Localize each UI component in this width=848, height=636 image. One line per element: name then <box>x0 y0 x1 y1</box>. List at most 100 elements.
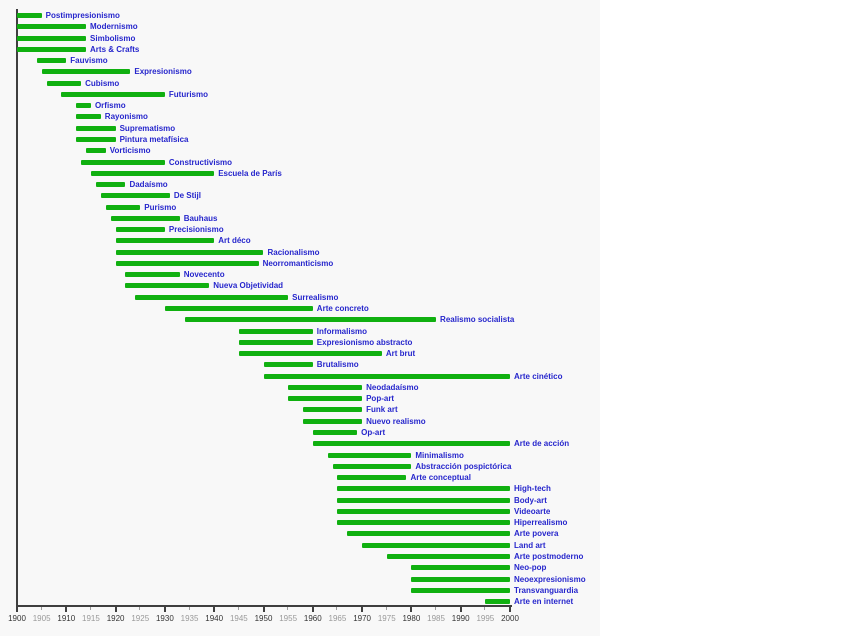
x-axis-tick <box>237 607 239 610</box>
movement-label[interactable]: Nueva Objetividad <box>213 281 284 291</box>
movement-label[interactable]: Bauhaus <box>183 213 218 223</box>
timeline-bar <box>302 407 363 413</box>
x-axis-tick <box>163 607 166 612</box>
movement-label[interactable]: Suprematismo <box>119 123 176 133</box>
movement-label[interactable]: Futurismo <box>168 89 208 99</box>
x-axis-tick-label: 1945 <box>229 614 248 623</box>
x-axis-tick-label: 1915 <box>82 614 100 623</box>
x-axis-tick <box>509 607 511 612</box>
x-axis-tick <box>114 607 117 612</box>
timeline-bar <box>76 136 116 142</box>
timeline-bar <box>46 80 82 86</box>
movement-label[interactable]: Purismo <box>144 202 177 212</box>
timeline-bar <box>312 441 510 447</box>
movement-label[interactable]: Informalismo <box>316 326 368 336</box>
timeline-bar <box>312 429 358 435</box>
movement-label[interactable]: Simbolismo <box>90 33 136 43</box>
timeline-bar <box>115 227 165 233</box>
movement-label[interactable]: Cubismo <box>85 78 120 88</box>
movement-label[interactable]: Precisionismo <box>168 225 224 235</box>
x-axis-tick-label: 1935 <box>180 614 199 623</box>
movement-label[interactable]: Realismo socialista <box>440 315 515 325</box>
movement-label[interactable]: Neodadaísmo <box>366 382 419 392</box>
timeline-bar <box>36 58 67 64</box>
x-axis-tick-label: 1985 <box>427 614 445 623</box>
movement-label[interactable]: Transvanguardia <box>514 585 579 595</box>
x-axis-tick-label: 1990 <box>451 614 470 623</box>
y-axis-line <box>16 9 18 607</box>
timeline-bar <box>386 553 510 559</box>
timeline-bar <box>17 35 87 41</box>
movement-label[interactable]: Dadaísmo <box>129 180 168 190</box>
timeline-bar <box>17 46 87 52</box>
movement-label[interactable]: Funk art <box>366 405 398 415</box>
movement-label[interactable]: Modernismo <box>90 22 138 32</box>
movement-label[interactable]: Op-art <box>361 427 386 437</box>
x-axis-tick <box>410 607 413 612</box>
movement-label[interactable]: Postimpresionismo <box>45 11 120 20</box>
movement-label[interactable]: Land art <box>514 540 546 550</box>
movement-label[interactable]: Expresionismo abstracto <box>316 337 413 347</box>
timeline-bar <box>347 531 510 537</box>
x-axis-tick-label: 1955 <box>279 614 298 623</box>
x-axis-tick <box>287 607 289 610</box>
movement-label[interactable]: Arte conceptual <box>410 473 471 483</box>
timeline-bar <box>164 306 313 312</box>
movement-label[interactable]: Expresionismo <box>134 67 192 77</box>
movement-label[interactable]: Hiperrealismo <box>514 518 568 528</box>
movement-label[interactable]: Videoarte <box>514 506 551 516</box>
movement-label[interactable]: Orfismo <box>94 101 126 111</box>
movement-label[interactable]: High-tech <box>514 484 551 494</box>
x-axis-tick <box>16 607 18 612</box>
timeline-bar <box>115 249 264 255</box>
movement-label[interactable]: Art déco <box>218 236 251 246</box>
movement-label[interactable]: Constructivismo <box>168 157 233 167</box>
movement-label[interactable]: Minimalismo <box>415 450 464 460</box>
movement-label[interactable]: Arte concreto <box>316 304 369 314</box>
movement-label[interactable]: Brutalismo <box>316 360 359 370</box>
x-axis-tick-label: 1905 <box>32 614 51 623</box>
x-axis-tick-label: 1970 <box>353 614 371 623</box>
movement-label[interactable]: Neorromanticismo <box>262 258 334 268</box>
x-axis-tick <box>484 607 486 610</box>
x-axis-tick-label: 1910 <box>57 614 76 623</box>
movement-label[interactable]: Body-art <box>514 495 547 505</box>
x-axis-tick-label: 2000 <box>501 614 519 623</box>
movement-label[interactable]: Racionalismo <box>267 247 320 257</box>
timeline-bar <box>125 283 210 289</box>
timeline-bar <box>263 373 510 379</box>
movement-label[interactable]: Arte de acción <box>514 439 570 449</box>
movement-label[interactable]: Art brut <box>385 349 416 359</box>
movement-label[interactable]: De Stijl <box>173 191 201 201</box>
movement-label[interactable]: Nuevo realismo <box>366 416 426 426</box>
timeline-bar <box>327 452 412 458</box>
movement-label[interactable]: Neoexpresionismo <box>514 574 586 584</box>
movement-label[interactable]: Arte en internet <box>514 597 574 607</box>
movement-label[interactable]: Novecento <box>183 270 225 280</box>
movement-label[interactable]: Abstracción pospictórica <box>415 461 512 471</box>
x-axis-tick <box>336 607 338 610</box>
movement-label[interactable]: Pintura metafísica <box>119 134 189 144</box>
x-axis-tick-label: 1920 <box>106 614 125 623</box>
movement-label[interactable]: Vorticismo <box>109 146 151 156</box>
x-axis-tick-label: 1940 <box>205 614 224 623</box>
x-axis-tick <box>385 607 387 610</box>
movement-label[interactable]: Escuela de París <box>218 168 282 178</box>
timeline-bar <box>110 215 180 221</box>
movement-label[interactable]: Arte postmoderno <box>514 551 584 561</box>
x-axis-tick <box>311 607 314 612</box>
movement-label[interactable]: Arts & Crafts <box>90 44 140 54</box>
movement-label[interactable]: Rayonismo <box>104 112 148 122</box>
x-axis-tick <box>361 607 364 612</box>
movement-label[interactable]: Pop-art <box>366 394 395 404</box>
movement-label[interactable]: Fauvismo <box>70 56 108 66</box>
timeline-bar <box>115 260 259 266</box>
movement-label[interactable]: Neo-pop <box>514 563 547 573</box>
timeline-bar <box>76 114 101 120</box>
movement-label[interactable]: Arte cinético <box>514 371 563 381</box>
timeline-bar <box>184 317 437 323</box>
movement-label[interactable]: Arte povera <box>514 529 559 539</box>
timeline-bar <box>288 396 363 402</box>
movement-label[interactable]: Surrealismo <box>292 292 339 302</box>
